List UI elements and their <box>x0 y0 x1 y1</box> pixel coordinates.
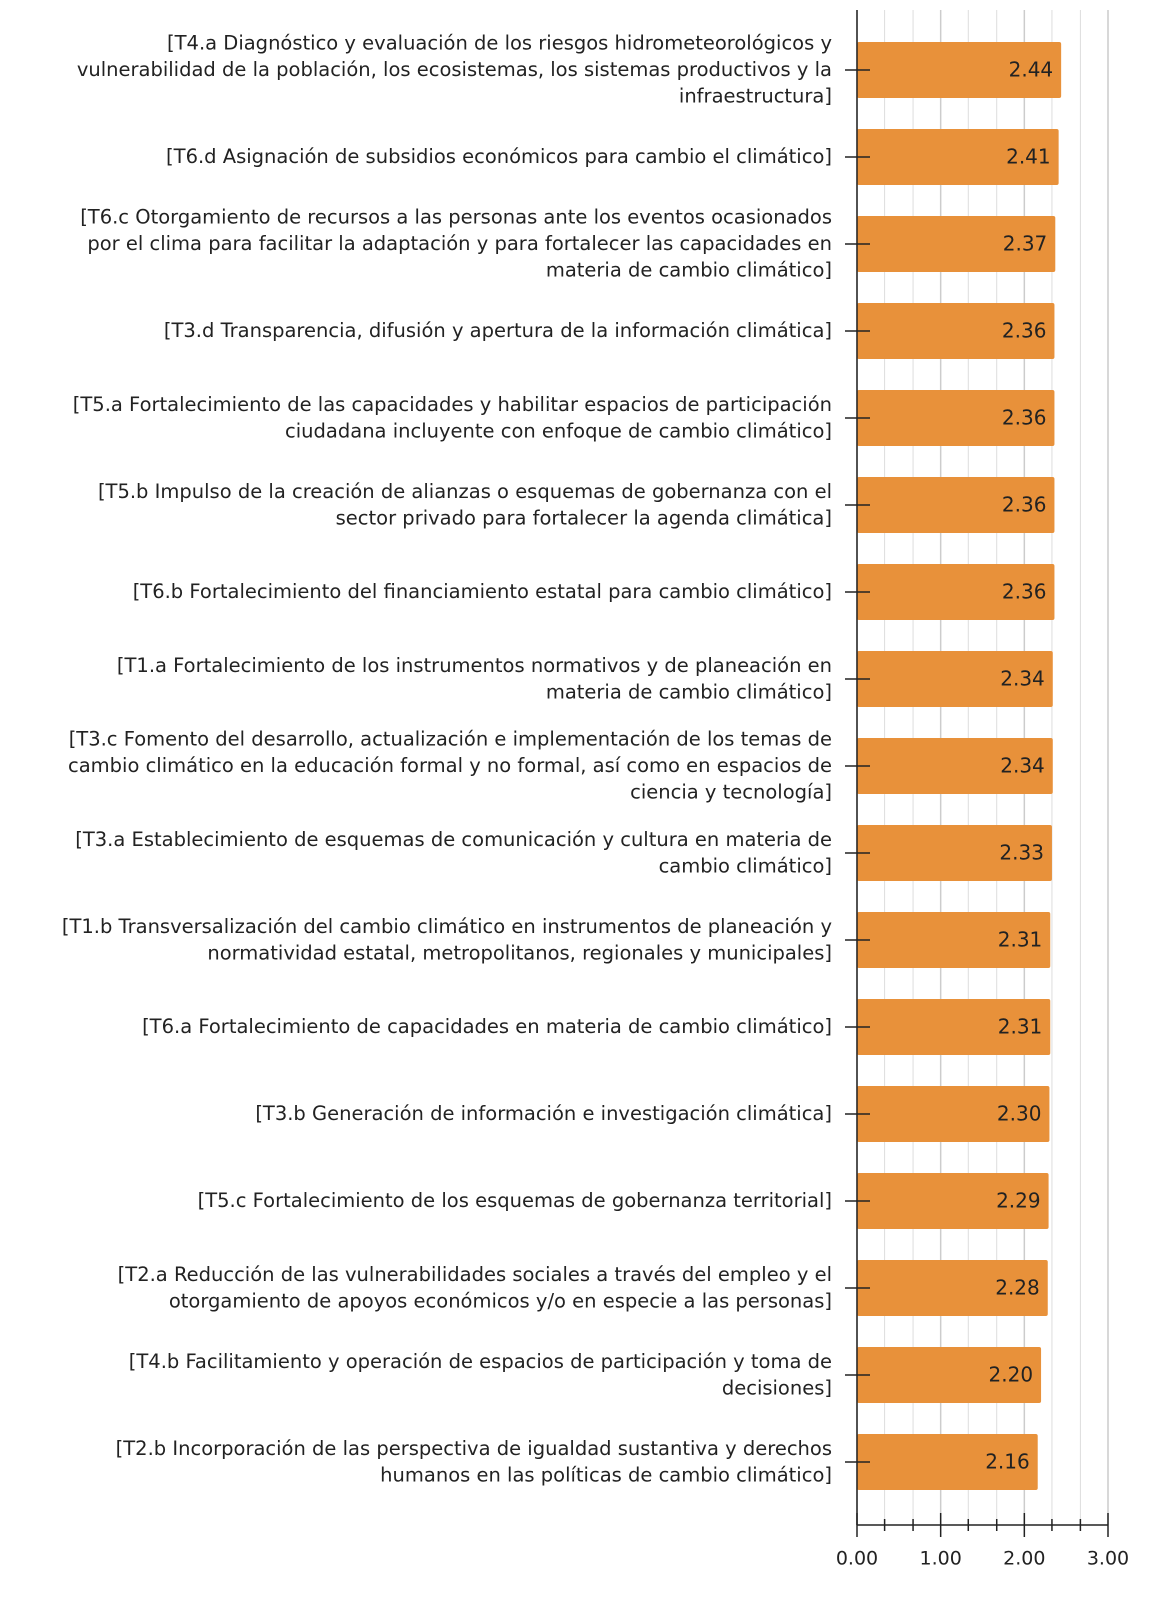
value-label: 2.44 <box>1009 58 1054 82</box>
value-label: 2.30 <box>997 1102 1042 1126</box>
label-line: [T4.b Facilitamiento y operación de espa… <box>129 1349 832 1372</box>
y-tick-label: [T1.a Fortalecimiento de los instrumento… <box>117 653 832 703</box>
value-label: 2.36 <box>1002 493 1047 517</box>
bar <box>857 1260 1048 1316</box>
y-tick-label: [T4.b Facilitamiento y operación de espa… <box>129 1349 832 1399</box>
bar <box>857 912 1051 968</box>
value-label: 2.33 <box>999 841 1044 865</box>
bar <box>857 42 1062 98</box>
label-line: por el clima para facilitar la adaptació… <box>87 232 832 255</box>
label-line: normatividad estatal, metropolitanos, re… <box>207 941 832 964</box>
value-label: 2.31 <box>998 928 1043 952</box>
y-tick-label: [T3.a Establecimiento de esquemas de com… <box>75 827 832 877</box>
bar <box>857 738 1053 794</box>
label-line: [T5.a Fortalecimiento de las capacidades… <box>73 392 832 415</box>
label-line: [T1.b Transversalización del cambio clim… <box>62 914 832 937</box>
label-line: [T3.a Establecimiento de esquemas de com… <box>75 827 832 850</box>
label-line: [T4.a Diagnóstico y evaluación de los ri… <box>167 31 832 54</box>
y-tick-label: [T6.b Fortalecimiento del financiamiento… <box>133 580 832 603</box>
y-tick-label: [T6.d Asignación de subsidios económicos… <box>166 145 832 168</box>
bar <box>857 825 1052 881</box>
bar <box>857 651 1053 707</box>
x-tick-label: 1.00 <box>920 1548 962 1570</box>
y-tick-label: [T6.c Otorgamiento de recursos a las per… <box>80 205 832 281</box>
label-line: [T6.b Fortalecimiento del financiamiento… <box>133 580 832 603</box>
bar <box>857 1173 1049 1229</box>
label-line: humanos en las políticas de cambio climá… <box>380 1463 832 1486</box>
label-line: ciudadana incluyente con enfoque de camb… <box>285 419 832 442</box>
label-line: [T6.c Otorgamiento de recursos a las per… <box>80 205 832 228</box>
label-line: [T3.d Transparencia, difusión y apertura… <box>164 319 832 342</box>
bar <box>857 216 1056 272</box>
value-label: 2.20 <box>989 1363 1034 1387</box>
value-label: 2.16 <box>985 1450 1030 1474</box>
value-label: 2.29 <box>996 1189 1041 1213</box>
y-tick-label: [T3.b Generación de información e invest… <box>255 1102 832 1125</box>
y-tick-label: [T4.a Diagnóstico y evaluación de los ri… <box>77 31 832 107</box>
bar <box>857 303 1055 359</box>
label-line: sector privado para fortalecer la agenda… <box>336 506 832 529</box>
label-line: otorgamiento de apoyos económicos y/o en… <box>169 1289 832 1312</box>
bar <box>857 999 1051 1055</box>
bar <box>857 1086 1050 1142</box>
value-label: 2.41 <box>1006 145 1051 169</box>
y-tick-label: [T5.c Fortalecimiento de los esquemas de… <box>198 1189 832 1212</box>
label-line: [T3.c Fomento del desarrollo, actualizac… <box>69 727 832 750</box>
label-line: [T1.a Fortalecimiento de los instrumento… <box>117 653 832 676</box>
bar <box>857 477 1055 533</box>
label-line: ciencia y tecnología] <box>630 780 832 803</box>
x-tick-label: 2.00 <box>1003 1548 1045 1570</box>
y-tick-label: [T5.a Fortalecimiento de las capacidades… <box>73 392 832 442</box>
bar <box>857 1347 1042 1403</box>
label-line: [T6.a Fortalecimiento de capacidades en … <box>142 1015 832 1038</box>
y-tick-label: [T3.c Fomento del desarrollo, actualizac… <box>68 727 832 803</box>
value-label: 2.36 <box>1002 580 1047 604</box>
bar <box>857 129 1059 185</box>
value-label: 2.34 <box>1000 754 1045 778</box>
label-line: [T5.c Fortalecimiento de los esquemas de… <box>198 1189 832 1212</box>
bar <box>857 1434 1038 1490</box>
bar <box>857 390 1055 446</box>
label-line: infraestructura] <box>679 84 832 107</box>
value-label: 2.36 <box>1002 406 1047 430</box>
y-tick-label: [T2.b Incorporación de las perspectiva d… <box>116 1436 832 1486</box>
value-label: 2.34 <box>1000 667 1045 691</box>
y-tick-label: [T2.a Reducción de las vulnerabilidades … <box>118 1262 832 1312</box>
label-line: cambio climático] <box>659 854 832 877</box>
value-label: 2.31 <box>998 1015 1043 1039</box>
y-tick-label: [T5.b Impulso de la creación de alianzas… <box>98 479 832 529</box>
label-line: materia de cambio climático] <box>546 258 832 281</box>
value-label: 2.28 <box>995 1276 1040 1300</box>
label-line: [T6.d Asignación de subsidios económicos… <box>166 145 832 168</box>
label-line: [T3.b Generación de información e invest… <box>255 1102 832 1125</box>
label-line: vulnerabilidad de la población, los ecos… <box>77 58 832 81</box>
y-tick-label: [T1.b Transversalización del cambio clim… <box>62 914 832 964</box>
value-label: 2.36 <box>1002 319 1047 343</box>
label-line: [T2.b Incorporación de las perspectiva d… <box>116 1436 832 1459</box>
label-line: decisiones] <box>722 1376 832 1399</box>
label-line: [T5.b Impulso de la creación de alianzas… <box>98 479 832 502</box>
y-tick-label: [T3.d Transparencia, difusión y apertura… <box>164 319 832 342</box>
y-tick-label: [T6.a Fortalecimiento de capacidades en … <box>142 1015 832 1038</box>
x-tick-label: 3.00 <box>1087 1548 1129 1570</box>
value-label: 2.37 <box>1003 232 1048 256</box>
x-tick-label: 0.00 <box>836 1548 878 1570</box>
label-line: materia de cambio climático] <box>546 680 832 703</box>
label-line: [T2.a Reducción de las vulnerabilidades … <box>118 1262 832 1285</box>
label-line: cambio climático en la educación formal … <box>68 754 832 777</box>
bar <box>857 564 1055 620</box>
